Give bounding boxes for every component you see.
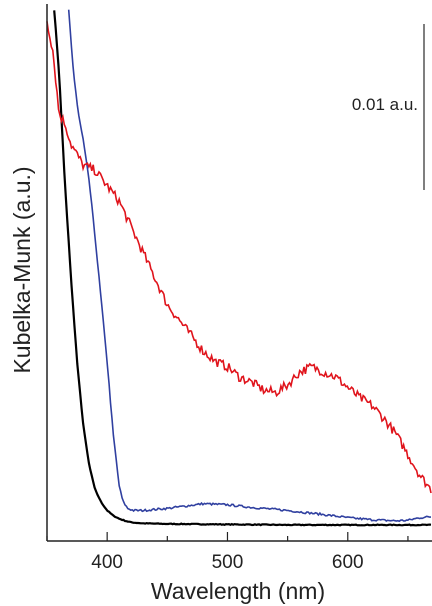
series-line-1	[53, 10, 432, 527]
y-axis-title: Kubelka-Munk (a.u.)	[9, 166, 35, 373]
x-tick-label: 500	[212, 552, 244, 573]
x-tick-label: 600	[332, 552, 364, 573]
x-axis-title: Wavelength (nm)	[151, 578, 325, 604]
series-line-3	[46, 21, 432, 494]
scale-bar-label: 0.01 a.u.	[352, 95, 418, 114]
x-ticks: 400 500 600	[46, 532, 409, 573]
plot-lines	[46, 9, 432, 527]
x-tick-label: 400	[91, 552, 123, 573]
series-line-2	[67, 9, 431, 523]
